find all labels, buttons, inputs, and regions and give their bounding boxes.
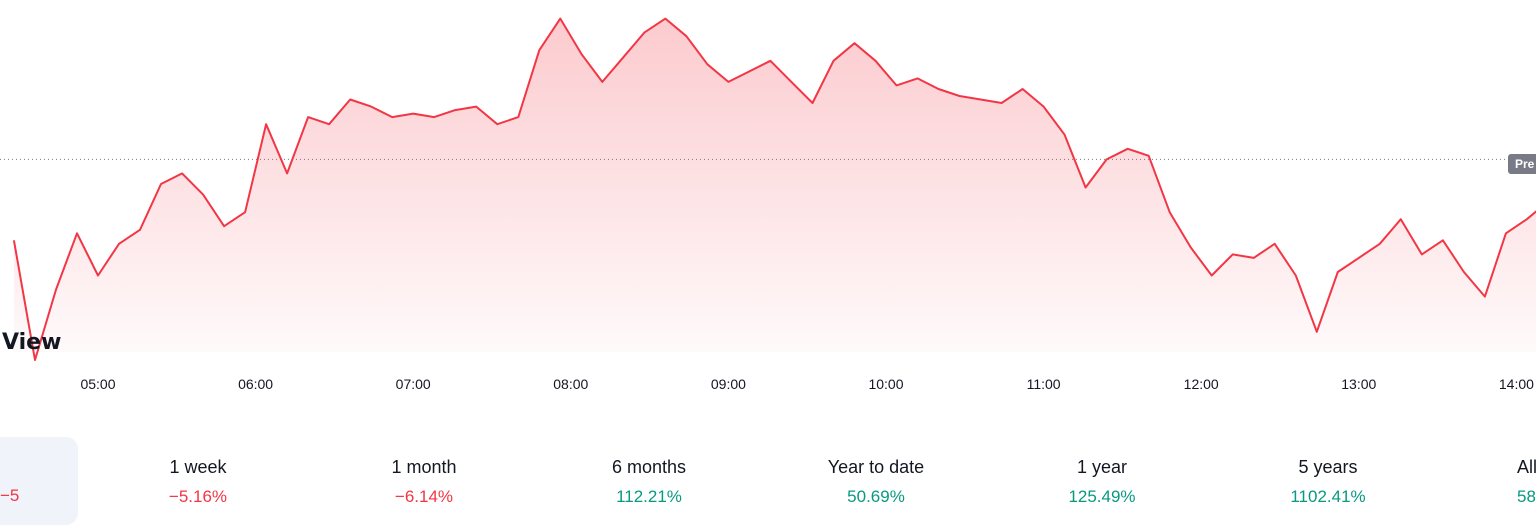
period-1-week-button[interactable]: 1 week −5.16% bbox=[118, 456, 278, 508]
period-value: 5846 bbox=[1517, 487, 1536, 506]
period-value: 125.49% bbox=[1068, 487, 1136, 506]
period-label: Year to date bbox=[827, 457, 925, 477]
period-ytd-button[interactable]: Year to date 50.69% bbox=[796, 456, 956, 508]
period-label: All bbox=[1517, 457, 1536, 477]
price-chart[interactable]: 05:00 06:00 07:00 08:00 09:00 10:00 11:00 12:00… bbox=[0, 0, 1536, 430]
period-1-day-button[interactable]: −5.16% bbox=[0, 437, 78, 525]
x-axis: 05:00 06:00 07:00 08:00 09:00 10:00 11:00 12:00… bbox=[80, 376, 1534, 392]
svg-text:Pre: Pre bbox=[1515, 157, 1535, 171]
x-tick-label: 05:00 bbox=[80, 376, 115, 392]
price-line bbox=[12, 17, 1536, 361]
x-tick-label: 07:00 bbox=[396, 376, 431, 392]
period-value: 112.21% bbox=[616, 487, 682, 506]
period-value: 50.69% bbox=[847, 487, 905, 506]
period-all: All 5846 bbox=[1517, 456, 1536, 508]
period-value: −6.14% bbox=[394, 487, 454, 506]
x-tick-label: 06:00 bbox=[238, 376, 273, 392]
period-5-years-button[interactable]: 5 years 1102.41% bbox=[1248, 456, 1408, 508]
x-tick-label: 09:00 bbox=[711, 376, 746, 392]
x-tick-label: 14:00 bbox=[1499, 376, 1534, 392]
x-tick-label: 10:00 bbox=[868, 376, 903, 392]
period-1-month-button[interactable]: 1 month −6.14% bbox=[344, 456, 504, 508]
period-value: −5.16% bbox=[168, 487, 228, 506]
period-label: 5 years bbox=[1298, 457, 1358, 477]
period-1-day-value: −5.16% bbox=[0, 486, 20, 505]
period-value: 1102.41% bbox=[1290, 487, 1366, 506]
x-tick-label: 12:00 bbox=[1184, 376, 1219, 392]
x-tick-label: 13:00 bbox=[1341, 376, 1376, 392]
price-area bbox=[13, 18, 1536, 360]
x-tick-label: 08:00 bbox=[553, 376, 588, 392]
period-6-months-button[interactable]: 6 months 112.21% bbox=[569, 456, 729, 508]
period-all-button[interactable]: All 5846 bbox=[1500, 436, 1536, 527]
period-label: 1 year bbox=[1076, 457, 1128, 477]
period-label: 1 week bbox=[169, 457, 227, 477]
x-tick-label: 11:00 bbox=[1027, 376, 1061, 392]
period-label: 6 months bbox=[611, 457, 687, 477]
period-label: 1 month bbox=[391, 457, 457, 477]
tradingview-watermark: View bbox=[2, 330, 61, 355]
period-1-year-button[interactable]: 1 year 125.49% bbox=[1022, 456, 1182, 508]
performance-periods: −5.16% 1 week −5.16% 1 month −6.14% 6 mo… bbox=[0, 436, 1536, 527]
previous-close-badge: Pre bbox=[1508, 154, 1536, 174]
